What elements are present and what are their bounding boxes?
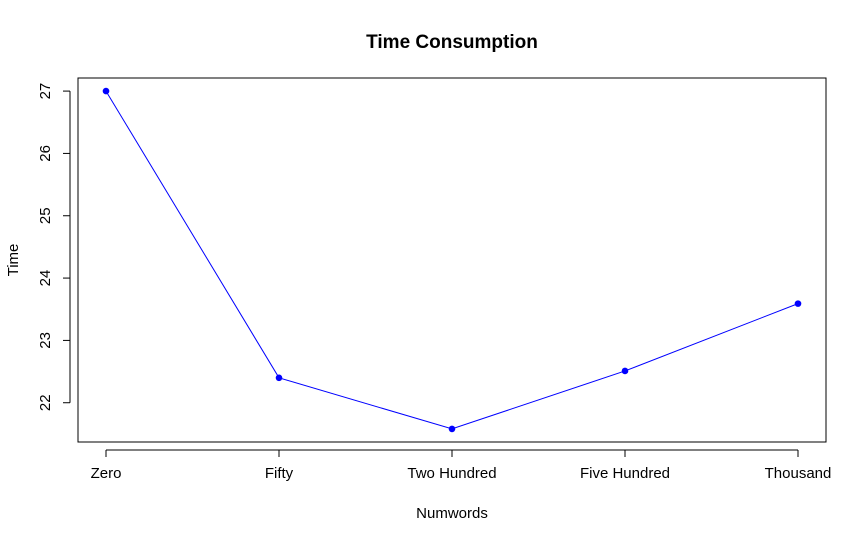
y-tick-label: 22 (37, 394, 54, 411)
x-tick-label: Thousand (765, 465, 832, 482)
y-tick-label: 23 (37, 332, 54, 349)
data-point (275, 374, 283, 382)
plot-frame (77, 77, 827, 443)
x-tick-label: Five Hundred (580, 465, 670, 482)
x-axis: Zero Fifty Two Hundred Five Hundred Thousand (91, 449, 832, 482)
y-tick-label: 26 (37, 145, 54, 162)
x-tick-label: Two Hundred (407, 465, 496, 482)
x-tick-label: Zero (91, 465, 122, 482)
series-line (105, 90, 799, 430)
data-point (102, 87, 110, 95)
data-point (794, 300, 802, 307)
y-axis-label: Time (5, 244, 22, 277)
x-tick-label: Fifty (265, 465, 294, 482)
data-point (621, 367, 629, 375)
chart-title: Time Consumption (366, 32, 538, 53)
y-tick-label: 27 (37, 83, 54, 100)
data-point (448, 425, 456, 433)
x-axis-label: Numwords (416, 505, 488, 522)
y-tick-label: 24 (37, 270, 54, 287)
y-axis: 22 23 24 25 26 27 (37, 83, 71, 411)
y-tick-label: 25 (37, 207, 54, 224)
series-layer (102, 87, 802, 433)
